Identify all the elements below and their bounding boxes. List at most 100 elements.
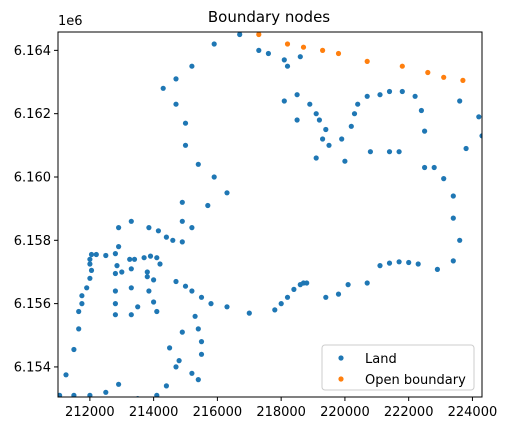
y-tick-label: 6.158 bbox=[14, 234, 51, 249]
land-point bbox=[326, 142, 332, 148]
land-point bbox=[179, 218, 185, 224]
x-tick-label: 214000 bbox=[129, 405, 179, 420]
land-point bbox=[116, 381, 122, 387]
land-point bbox=[182, 283, 189, 289]
land-point bbox=[345, 282, 351, 288]
legend-box bbox=[321, 344, 475, 391]
open-boundary-point bbox=[256, 32, 262, 38]
land-point bbox=[79, 301, 85, 307]
land-point bbox=[377, 263, 383, 269]
y-axis: 6.154 6.156 6.158 6.160 6.162 6.164 bbox=[14, 44, 58, 375]
land-point bbox=[155, 228, 161, 234]
land-point bbox=[128, 218, 134, 224]
land-point bbox=[179, 199, 185, 205]
land-point bbox=[272, 307, 278, 313]
land-point bbox=[351, 111, 358, 117]
x-tick-label: 212000 bbox=[65, 405, 115, 420]
land-point bbox=[141, 255, 147, 261]
land-point bbox=[151, 277, 157, 283]
land-point bbox=[84, 285, 90, 291]
land-point bbox=[147, 253, 154, 259]
x-tick-label: 216000 bbox=[193, 405, 243, 420]
land-point bbox=[224, 190, 230, 196]
land-point bbox=[58, 392, 63, 397]
land-point bbox=[71, 346, 77, 353]
open-boundary-point bbox=[460, 77, 466, 83]
land-point bbox=[418, 107, 424, 114]
land-point bbox=[189, 288, 195, 294]
land-point bbox=[291, 286, 297, 292]
land-point bbox=[422, 164, 428, 171]
x-tick-label: 222000 bbox=[384, 405, 434, 420]
land-point bbox=[284, 294, 291, 300]
land-point bbox=[163, 234, 169, 240]
land-point bbox=[348, 123, 354, 129]
land-point bbox=[116, 225, 122, 231]
land-point bbox=[88, 267, 95, 273]
land-point bbox=[313, 111, 319, 117]
land-point bbox=[339, 136, 345, 142]
land-point bbox=[103, 252, 109, 259]
land-point bbox=[441, 176, 447, 182]
legend-label-open-boundary: Open boundary bbox=[365, 373, 466, 388]
land-point bbox=[377, 92, 383, 98]
land-point bbox=[179, 329, 185, 335]
land-point bbox=[128, 312, 134, 318]
open-boundary-point bbox=[335, 50, 342, 57]
plot-frame bbox=[57, 31, 483, 398]
x-axis: 212000 214000 216000 218000 220000 222000 2240… bbox=[65, 397, 497, 420]
land-point bbox=[160, 85, 166, 91]
land-point bbox=[198, 339, 205, 345]
land-point bbox=[364, 280, 370, 286]
legend: Land Open boundary bbox=[321, 344, 475, 391]
land-point bbox=[313, 155, 319, 161]
land-point bbox=[278, 301, 284, 307]
land-point bbox=[173, 101, 179, 107]
open-boundary-point bbox=[300, 44, 307, 50]
land-point bbox=[189, 370, 195, 376]
land-point bbox=[335, 291, 342, 297]
open-boundary-point bbox=[284, 41, 291, 47]
land-point bbox=[431, 164, 437, 171]
land-point bbox=[476, 114, 482, 120]
land-point bbox=[355, 101, 361, 107]
x-tick-label: 224000 bbox=[448, 405, 498, 420]
land-point bbox=[281, 98, 287, 104]
land-point bbox=[297, 54, 303, 60]
land-point bbox=[157, 261, 163, 267]
land-point bbox=[154, 392, 160, 397]
land-point bbox=[294, 117, 300, 123]
legend-marker-land bbox=[338, 355, 344, 361]
land-point bbox=[304, 280, 310, 286]
land-point bbox=[119, 269, 125, 275]
open-boundary-point bbox=[441, 74, 447, 80]
land-point bbox=[364, 93, 370, 99]
land-point bbox=[167, 345, 173, 351]
land-point bbox=[93, 251, 99, 258]
land-point bbox=[173, 364, 179, 370]
legend-marker-open-boundary bbox=[338, 376, 344, 382]
land-point bbox=[170, 237, 176, 243]
open-boundary-point bbox=[320, 47, 326, 54]
land-point bbox=[87, 261, 93, 267]
land-point bbox=[131, 256, 138, 262]
land-point bbox=[112, 270, 118, 277]
land-point bbox=[211, 41, 217, 47]
land-point bbox=[76, 308, 82, 315]
land-point bbox=[457, 98, 463, 104]
land-point bbox=[87, 392, 93, 397]
land-point bbox=[208, 301, 214, 307]
land-point bbox=[87, 275, 93, 281]
land-point bbox=[406, 259, 412, 266]
land-point bbox=[399, 88, 405, 95]
land-point bbox=[195, 377, 201, 383]
land-point bbox=[151, 299, 157, 305]
land-point bbox=[195, 326, 201, 332]
land-point bbox=[154, 255, 160, 261]
land-point bbox=[128, 266, 134, 272]
land-point bbox=[103, 389, 109, 395]
land-point bbox=[457, 237, 463, 243]
land-point bbox=[182, 142, 189, 148]
land-point bbox=[367, 149, 373, 155]
x-tick-label: 220000 bbox=[320, 405, 370, 420]
